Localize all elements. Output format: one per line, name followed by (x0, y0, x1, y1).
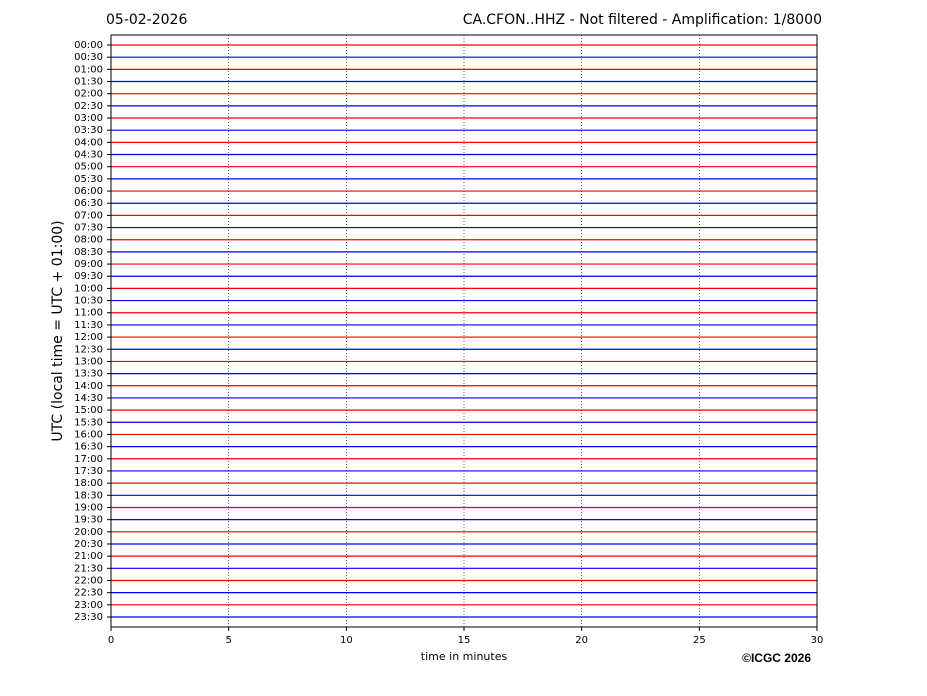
y-tick-label: 21:00 (74, 551, 103, 562)
y-tick-label: 22:30 (74, 588, 103, 599)
y-tick-label: 19:00 (74, 502, 103, 513)
y-tick-label: 03:30 (74, 125, 103, 136)
y-tick-label: 21:30 (74, 563, 103, 574)
y-tick-label: 14:30 (74, 393, 103, 404)
y-axis-label: UTC (local time = UTC + 01:00) (50, 220, 66, 441)
y-tick-label: 01:30 (74, 77, 103, 88)
y-tick-label: 04:00 (74, 137, 103, 148)
x-tick-label: 15 (458, 635, 471, 646)
y-tick-label: 00:30 (74, 52, 103, 63)
date: 05-02-2026 (106, 12, 187, 28)
y-tick-label: 16:00 (74, 429, 103, 440)
chart-title: CA.CFON..HHZ - Not filtered - Amplificat… (463, 12, 822, 28)
y-tick-label: 10:30 (74, 296, 103, 307)
x-tick-label: 25 (693, 635, 706, 646)
y-tick-label: 08:30 (74, 247, 103, 258)
y-tick-label: 13:00 (74, 356, 103, 367)
y-tick-label: 20:00 (74, 527, 103, 538)
y-tick-label: 19:30 (74, 515, 103, 526)
y-tick-label: 03:00 (74, 113, 103, 124)
y-tick-label: 04:30 (74, 150, 103, 161)
y-tick-label: 17:30 (74, 466, 103, 477)
x-tick-label: 0 (108, 635, 114, 646)
y-tick-label: 09:30 (74, 271, 103, 282)
y-tick-label: 15:00 (74, 405, 103, 416)
y-tick-label: 17:00 (74, 454, 103, 465)
plot-frame (110, 34, 818, 628)
y-tick-label: 06:00 (74, 186, 103, 197)
y-tick-label: 23:00 (74, 600, 103, 611)
y-tick-label: 10:00 (74, 283, 103, 294)
x-axis-label: time in minutes (421, 650, 508, 663)
y-tick-label: 16:30 (74, 442, 103, 453)
x-tick-label: 5 (225, 635, 231, 646)
y-tick-label: 09:00 (74, 259, 103, 270)
x-tick-label: 20 (575, 635, 588, 646)
y-tick-label: 07:00 (74, 210, 103, 221)
y-tick-label: 23:30 (74, 612, 103, 623)
y-tick-label: 11:00 (74, 308, 103, 319)
y-tick-label: 11:30 (74, 320, 103, 331)
y-tick-label: 05:00 (74, 162, 103, 173)
y-tick-label: 18:30 (74, 490, 103, 501)
y-tick-label: 07:30 (74, 223, 103, 234)
y-tick-label: 12:30 (74, 344, 103, 355)
y-tick-label: 01:00 (74, 64, 103, 75)
y-tick-label: 22:00 (74, 575, 103, 586)
y-tick-label: 08:00 (74, 235, 103, 246)
y-tick-label: 14:00 (74, 381, 103, 392)
y-tick-label: 02:30 (74, 101, 103, 112)
y-tick-label: 13:30 (74, 369, 103, 380)
credit: ©ICGC 2026 (742, 651, 811, 665)
y-tick-label: 18:00 (74, 478, 103, 489)
y-tick-label: 05:30 (74, 174, 103, 185)
y-tick-label: 12:00 (74, 332, 103, 343)
x-tick-label: 30 (811, 635, 824, 646)
y-tick-label: 15:30 (74, 417, 103, 428)
y-tick-label: 00:00 (74, 40, 103, 51)
y-tick-label: 06:30 (74, 198, 103, 209)
y-tick-label: 20:30 (74, 539, 103, 550)
y-tick-label: 02:00 (74, 89, 103, 100)
x-tick-label: 10 (340, 635, 353, 646)
